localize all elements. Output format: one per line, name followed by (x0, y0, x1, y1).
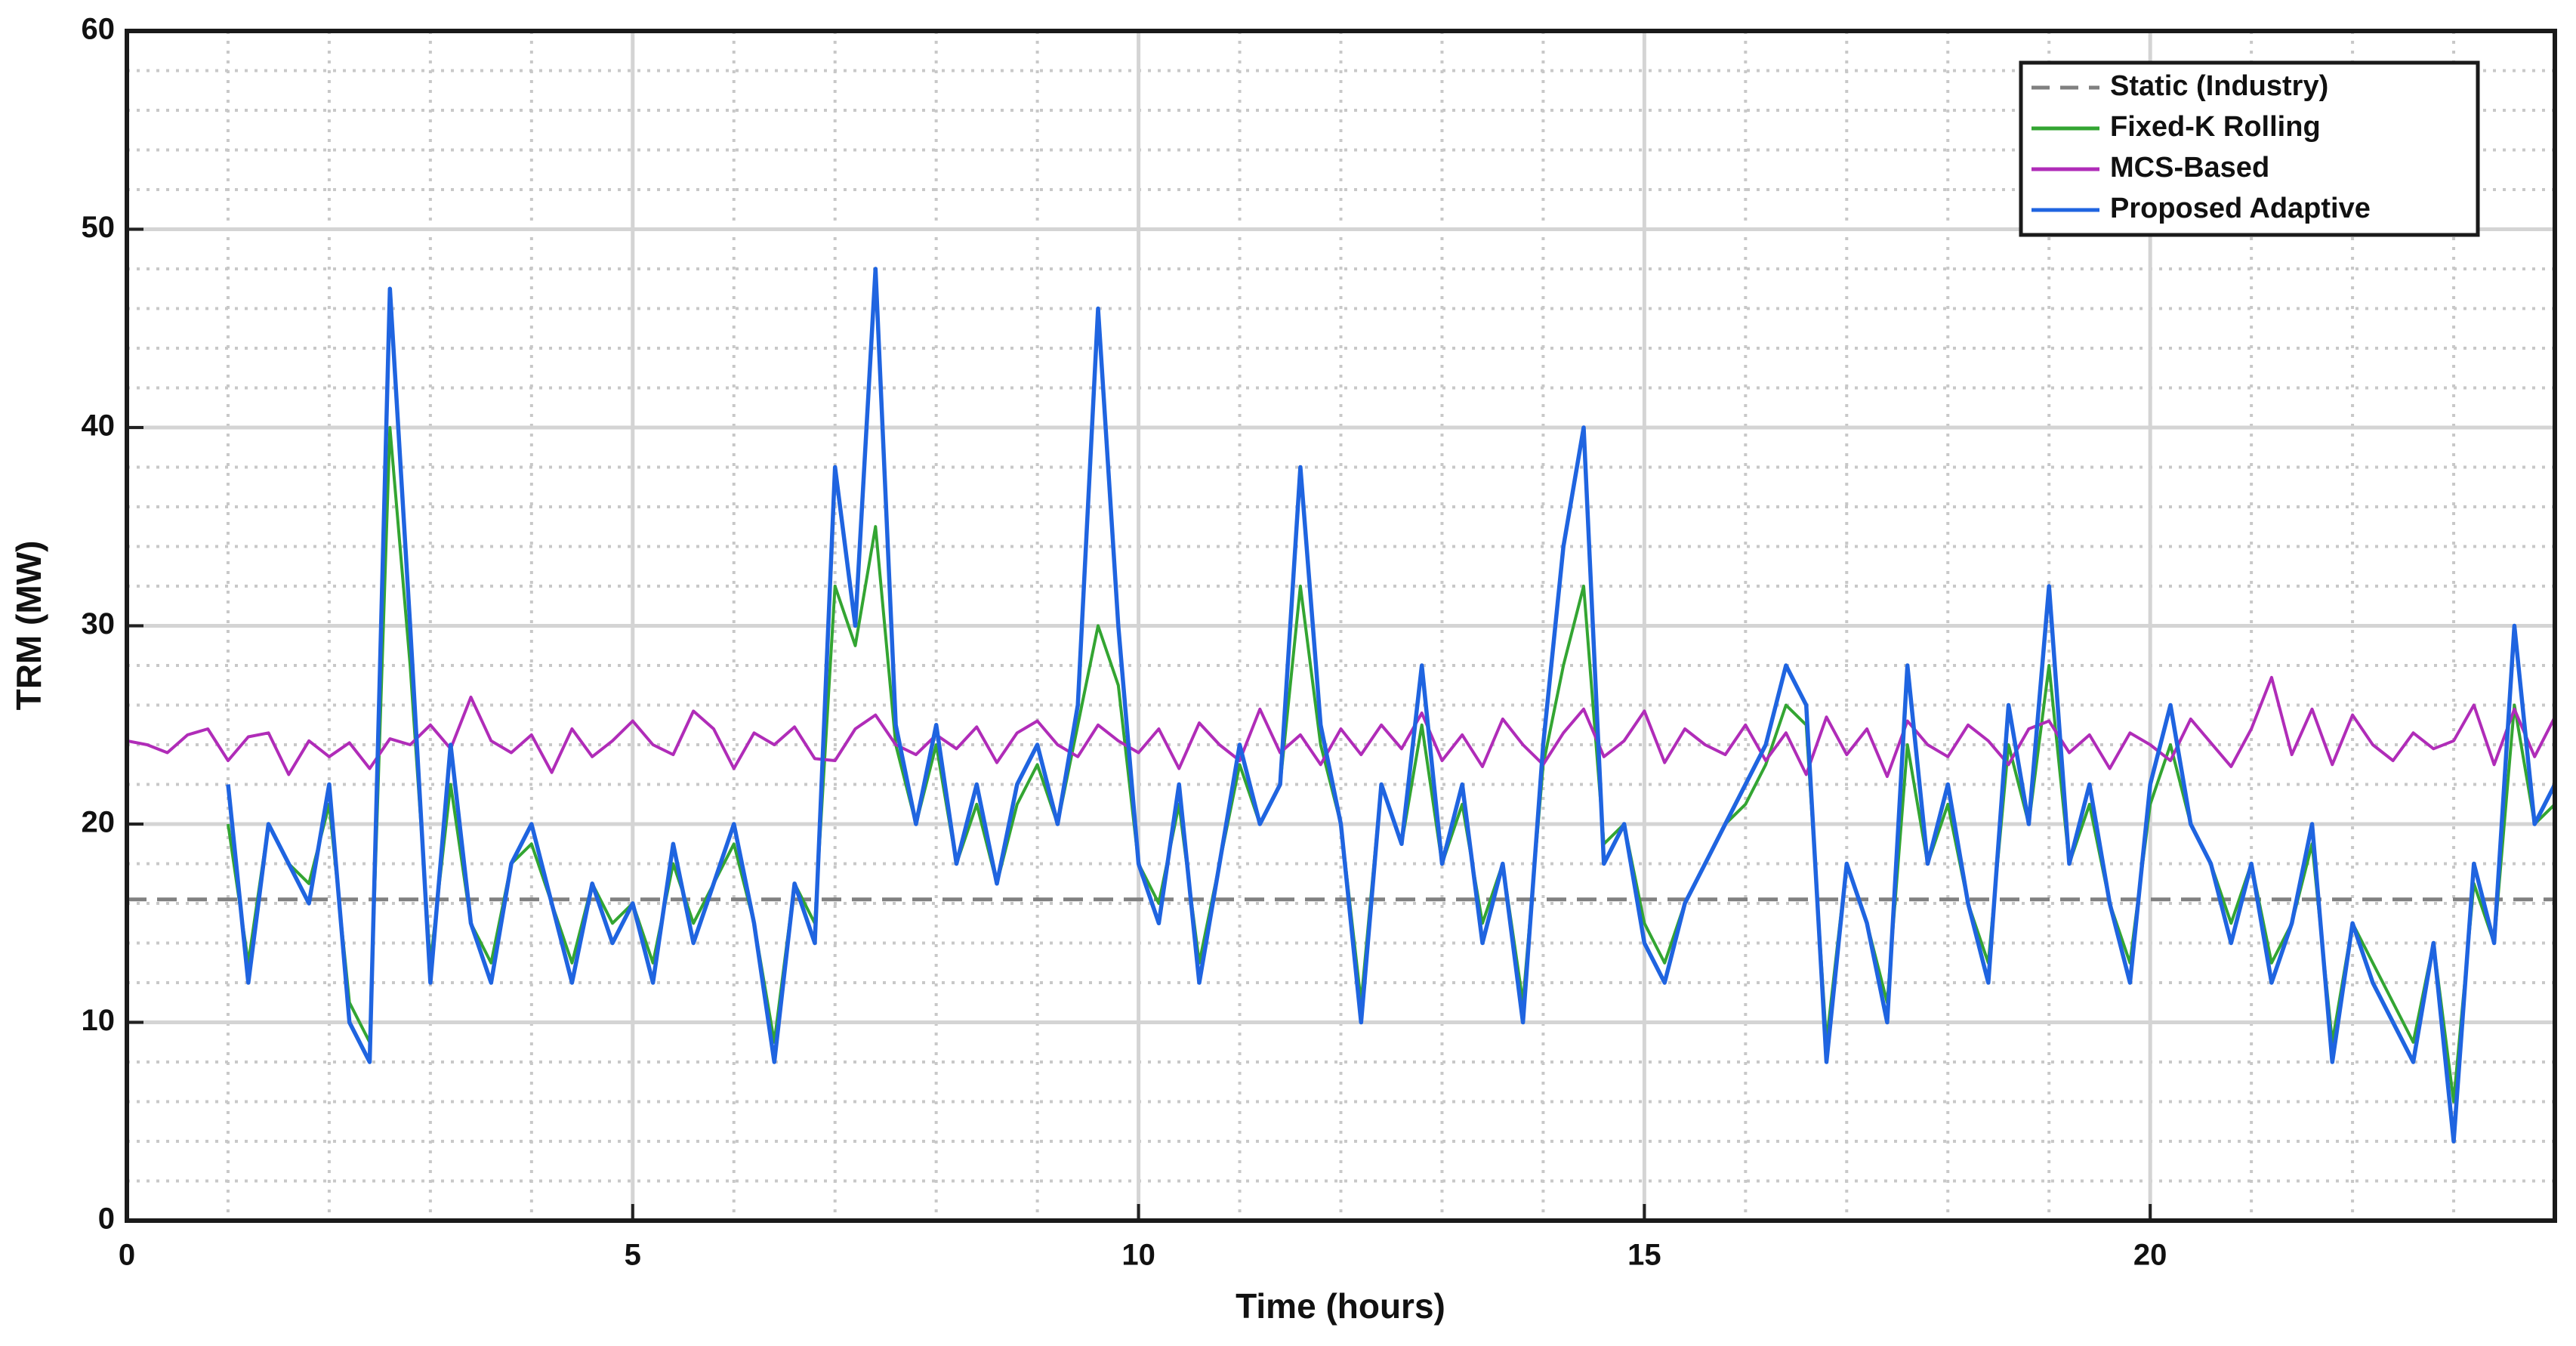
plot-frame (125, 29, 2557, 1223)
y-axis-label: TRM (MW) (9, 541, 48, 711)
y-tick-label: 0 (98, 1202, 115, 1236)
legend-label: Fixed-K Rolling (2110, 111, 2321, 143)
x-tick-label: 20 (2133, 1239, 2167, 1272)
data-line (226, 267, 2557, 1144)
x-tick-label: 5 (625, 1239, 641, 1272)
y-tick-label: 50 (82, 211, 116, 244)
y-tick-label: 30 (82, 607, 116, 641)
y-tick-label: 40 (82, 409, 116, 443)
y-tick-label: 10 (82, 1004, 116, 1037)
y-tick-label: 60 (82, 13, 116, 46)
y-tick-label: 20 (82, 806, 116, 839)
legend-label: MCS-Based (2110, 152, 2269, 184)
x-tick-label: 0 (119, 1239, 135, 1272)
x-tick-label: 10 (1121, 1239, 1155, 1272)
legend-box (2019, 60, 2480, 237)
data-line (126, 675, 2556, 778)
legend-label: Static (Industry) (2110, 70, 2328, 102)
x-axis-label: Time (hours) (1236, 1286, 1445, 1326)
legend-label: Proposed Adaptive (2110, 193, 2371, 224)
x-tick-label: 15 (1627, 1239, 1661, 1272)
